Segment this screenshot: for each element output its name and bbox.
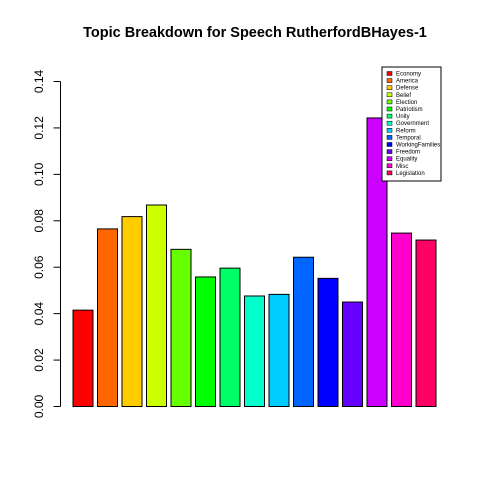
legend-swatch [386,99,393,105]
bar-series [72,117,437,408]
bar-america [97,228,118,407]
legend-label: Freedom [396,150,420,156]
bar-government [244,295,265,407]
y-tick-label: 0.06 [32,255,46,279]
legend-label: Economy [396,72,421,78]
legend-label: WorkingFamilies [396,143,440,149]
legend-label: Equality [396,157,417,163]
bar-freedom [342,301,363,407]
y-tick-label: 0.02 [32,348,46,372]
bar-workingfamilies [317,277,339,407]
legend-swatch [386,170,393,176]
legend-swatch [386,142,393,147]
legend-swatch [386,120,393,126]
y-tick-label: 0.10 [32,162,46,186]
legend-label: America [396,79,419,85]
y-tick-label: 0.00 [32,394,46,418]
bar-temporal [293,256,314,407]
bar-election [170,248,192,407]
legend-swatch [386,156,393,161]
legend-swatch [386,85,393,90]
chart-title: Topic Breakdown for Speech RutherfordBHa… [83,25,427,41]
legend-label: Reform [396,128,416,134]
legend-swatch [386,163,393,169]
bar-patriotism [195,276,216,408]
legend: EconomyAmericaDefenseBeliefElectionPatri… [381,66,442,182]
bar-economy [72,309,94,407]
legend-swatch [386,78,393,83]
legend-swatch [386,113,393,119]
legend-swatch [386,106,393,112]
bar-belief [146,204,167,407]
bar-unity [219,267,241,407]
legend-swatch [386,149,393,154]
bar-reform [268,293,290,407]
y-tick-label: 0.12 [32,116,46,140]
y-axis: 0.00 0.02 0.04 0.06 0.08 0.10 0.12 0.14 [32,69,61,418]
legend-label: Election [396,100,417,106]
legend-swatch [386,128,393,133]
legend-label: Temporal [396,135,421,141]
legend-swatch [386,135,393,140]
y-tick-label: 0.14 [32,69,46,93]
y-tick-label: 0.04 [32,302,46,326]
legend-label: Belief [396,93,411,99]
legend-label: Government [396,121,429,127]
bar-legislation [415,239,437,407]
legend-label: Patriotism [396,107,423,113]
y-tick-label: 0.08 [32,209,46,233]
legend-label: Legislation [396,171,425,177]
legend-label: Defense [396,86,419,92]
bar-defense [121,216,143,407]
bar-equality [366,117,388,407]
legend-label: Unity [396,114,410,120]
legend-label: Misc [396,164,408,170]
bar-misc [391,232,412,407]
legend-swatch [386,92,393,98]
legend-swatch [386,71,393,76]
